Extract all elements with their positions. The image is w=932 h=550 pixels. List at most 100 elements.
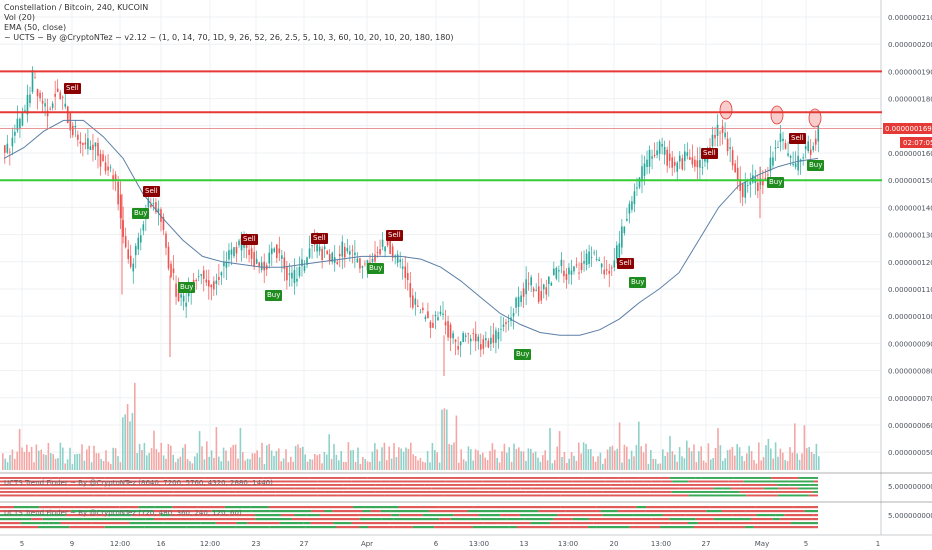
volume-bar (626, 446, 628, 470)
candle-body (414, 298, 417, 305)
symbol-title[interactable]: Constellation / Bitcoin, 240, KUCOIN (4, 3, 149, 12)
candle-body (406, 273, 409, 281)
trend-finder-bar (588, 518, 613, 521)
x-tick-label: 6 (434, 540, 439, 548)
trend-finder-bar (291, 518, 335, 521)
candle-body (729, 147, 731, 149)
trend-finder-bar (534, 484, 574, 486)
trend-finder-bar (784, 514, 814, 517)
candle-body (404, 266, 407, 278)
candle-body (610, 267, 613, 269)
volume-bar (52, 454, 54, 470)
volume-bar (290, 456, 292, 470)
trend-finder-bar (669, 518, 696, 521)
candle-body (41, 100, 44, 104)
volume-bar (186, 459, 189, 470)
volume-bar (155, 449, 158, 470)
volume-bar (378, 461, 381, 470)
volume-indicator-label[interactable]: Vol (20) (4, 13, 35, 22)
candle-body (507, 321, 510, 323)
candle-body (422, 307, 424, 311)
volume-bar (722, 460, 724, 470)
ema-indicator-label[interactable]: EMA (50, close) (4, 23, 67, 32)
trend-finder-bar (419, 494, 444, 497)
candle-body (628, 203, 631, 214)
volume-bar (184, 444, 186, 470)
volume-bar (678, 447, 681, 470)
trend-finder-bar (44, 480, 62, 483)
volume-bar (249, 459, 251, 470)
trend-finder-bar (165, 477, 205, 479)
candle-body (286, 267, 288, 281)
volume-bar (335, 454, 338, 470)
volume-bar (35, 444, 38, 470)
trend-finder-bar (467, 510, 502, 513)
candle-body (809, 149, 812, 155)
volume-bar (275, 450, 278, 470)
volume-bar (326, 454, 328, 470)
candle-body (593, 252, 595, 254)
x-tick-label: 27 (702, 540, 711, 548)
candle-body (590, 257, 593, 259)
volume-bar (774, 442, 777, 470)
volume-bar (597, 456, 599, 470)
candle-body (210, 284, 213, 288)
trend-finder-bar (336, 526, 360, 529)
candle-body (553, 268, 555, 276)
volume-bar (110, 463, 112, 470)
trend-finder-bar (511, 480, 529, 483)
trend-finder-bar (243, 477, 264, 479)
candle-body (218, 277, 220, 280)
candle-body (444, 321, 447, 326)
trend-finder-bar (789, 484, 810, 486)
candle-body (779, 133, 782, 143)
candle-body (480, 344, 482, 350)
volume-bar (83, 460, 86, 470)
volume-bar (81, 444, 83, 470)
trend-finder-2-label[interactable]: UCTS Trend Finder ~ By @CryptoNTez (720,… (4, 509, 242, 517)
trend-finder-bar (632, 522, 670, 525)
y-tick-label: 0.0000001200 (888, 259, 932, 267)
trend-finder-bar (232, 487, 268, 490)
trend-finder-bar (70, 510, 97, 513)
trend-finder-bar (777, 484, 790, 486)
trend-finder-bar (255, 518, 292, 521)
volume-bar (376, 449, 378, 470)
trend-finder-bar (643, 480, 652, 483)
volume-bar (453, 442, 455, 470)
trend-finder-bar (455, 506, 474, 509)
volume-bar (714, 447, 717, 470)
trend-finder-bar (695, 477, 702, 479)
trend-finder-bar (126, 487, 165, 490)
candle-body (157, 208, 160, 213)
candle-body (170, 263, 172, 277)
candle-body (233, 247, 235, 257)
trend-finder-bar (490, 487, 512, 490)
trend-finder-bar (337, 494, 372, 497)
trend-finder-1-label[interactable]: UCTS Trend Finder ~ By @CryptoNTez (8640… (4, 479, 273, 487)
trend-finder-bar (812, 491, 818, 493)
candle-body (689, 157, 691, 160)
candle-body (442, 313, 444, 315)
volume-bar (237, 458, 239, 470)
volume-bar (767, 438, 770, 470)
candle-body (74, 125, 77, 128)
trend-finder-bar (311, 510, 325, 513)
volume-bar (220, 461, 222, 470)
trend-finder-bar (204, 477, 237, 479)
candle-body (389, 240, 391, 254)
trend-finder-bar (482, 480, 512, 483)
ucts-indicator-label[interactable]: ~ UCTS ~ By @CryptoNTez ~ v2.12 ~ (1, 0,… (4, 33, 454, 42)
candle-body (228, 250, 230, 260)
candle-body (401, 266, 404, 269)
trend-finder-bar (21, 526, 39, 529)
trend-finder-bar (543, 494, 561, 497)
trend-finder-bar (343, 484, 370, 486)
candle-body (349, 251, 351, 255)
trend-finder-bar (309, 477, 347, 479)
trend-finder-bar (636, 491, 650, 493)
volume-bar (2, 453, 4, 470)
candle-body (338, 254, 341, 257)
volume-bar (609, 446, 611, 470)
